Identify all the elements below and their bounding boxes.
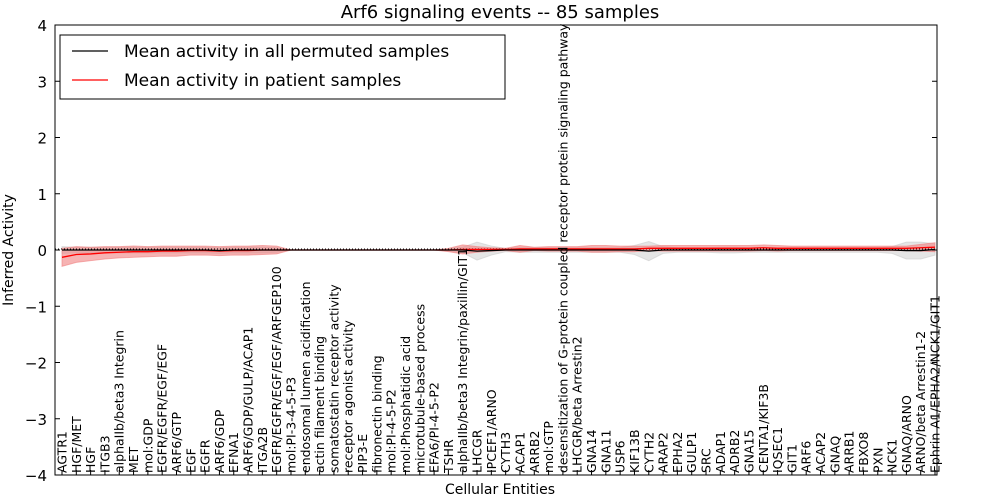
legend-label-patient: Mean activity in patient samples xyxy=(124,71,401,91)
x-tick-label: KIF13B xyxy=(627,429,642,473)
x-tick-label: GNA15 xyxy=(741,430,756,474)
x-tick-label: HGF/MET xyxy=(69,416,84,473)
x-tick-label: mol:PI-3-4-5-P3 xyxy=(283,377,298,473)
x-tick-label: EFA6/PI-4-5-P2 xyxy=(427,382,442,473)
x-tick-label: mol:Phosphatidic acid xyxy=(398,336,413,473)
x-tick-label: somatostatin receptor activity xyxy=(326,284,341,473)
x-tick-label: alphaIIb/beta3 Integrin xyxy=(112,330,127,473)
x-tick-label: NCK1 xyxy=(885,439,900,473)
x-tick-label: SRC xyxy=(699,448,714,473)
plot-frame xyxy=(54,24,938,476)
y-tick-label: 3 xyxy=(37,73,47,91)
y-tick-label: −4 xyxy=(25,467,47,485)
x-tick-label: CENTA1/KIF3B xyxy=(756,384,771,473)
x-tick-label: LHCGR/beta Arrestin2 xyxy=(570,336,585,473)
y-tick-label: 0 xyxy=(37,242,47,260)
x-tick-label: actin filament binding xyxy=(312,336,327,473)
x-tick-label: PXN xyxy=(870,448,885,473)
y-tick-label: 4 xyxy=(37,17,47,35)
x-tick-label: desensitization of G-protein coupled rec… xyxy=(555,23,570,473)
x-tick-label: TSHR xyxy=(441,439,456,474)
x-tick-label: ARRB1 xyxy=(842,431,857,473)
x-tick-label: Ephrin A1/EPHA2/NCK1/GIT1 xyxy=(928,295,943,473)
x-tick-label: ITGA2B xyxy=(255,427,270,473)
x-tick-label: GNAQ xyxy=(827,436,842,473)
x-tick-label: mol:PI-4-5-P2 xyxy=(384,389,399,473)
chart-title: Arf6 signaling events -- 85 samples xyxy=(341,2,660,23)
y-tick-label: −3 xyxy=(25,411,47,429)
x-tick-label: IPCEF1/ARNO xyxy=(484,389,499,473)
y-tick-label: −2 xyxy=(25,355,47,373)
y-tick-label: −1 xyxy=(25,298,47,316)
x-tick-label: GIT1 xyxy=(784,444,799,473)
x-tick-label: MET xyxy=(126,446,141,473)
x-tick-label: EGF xyxy=(183,448,198,473)
x-tick-label: ARNO/beta Arrestin1-2 xyxy=(913,331,928,473)
x-tick-label: ARAP2 xyxy=(656,432,671,473)
legend-box xyxy=(59,34,506,100)
y-axis-label: Inferred Activity xyxy=(1,194,17,306)
x-tick-label: ADRB2 xyxy=(727,430,742,473)
x-tick-label: endosomal lumen acidification xyxy=(298,281,313,473)
x-tick-label: CYTH3 xyxy=(498,432,513,473)
x-tick-label: ACAP1 xyxy=(512,432,527,473)
x-tick-label: USP6 xyxy=(613,440,628,473)
x-tick-label: ACAP2 xyxy=(813,432,828,473)
x-tick-label: receptor agonist activity xyxy=(341,320,356,473)
x-tick-label: ITGB3 xyxy=(97,435,112,473)
x-tick-label: ARRB2 xyxy=(527,431,542,473)
x-tick-label: ARF6/GDP xyxy=(212,409,227,473)
y-tick-label: 2 xyxy=(37,130,47,148)
x-tick-label: ADAP1 xyxy=(713,431,728,473)
x-tick-label: GULP1 xyxy=(684,432,699,473)
x-tick-label: GNA14 xyxy=(584,429,599,473)
x-tick-label: EGFR/EGFR/EGF/EGF/ARFGEP100 xyxy=(269,266,284,473)
x-tick-label: IQSEC1 xyxy=(770,427,785,473)
x-tick-label: mol:GTP xyxy=(541,421,556,473)
x-tick-label: GNAQ/ARNO xyxy=(899,395,914,473)
x-tick-label: ARF6/GTP xyxy=(169,412,184,473)
x-tick-label: PIP3-E xyxy=(355,434,370,473)
x-tick-label: LHCGR xyxy=(470,429,485,473)
x-tick-label: ARF6 xyxy=(799,441,814,473)
band-series-1 xyxy=(61,242,936,267)
line-series-0 xyxy=(62,248,936,252)
x-tick-label: GNA11 xyxy=(598,430,613,474)
x-axis-label: Cellular Entities xyxy=(445,482,555,498)
x-tick-label: fibronectin binding xyxy=(369,355,384,473)
x-tick-label: CYTH2 xyxy=(641,432,656,473)
x-tick-label: EPHA2 xyxy=(670,432,685,473)
x-tick-label: ARF6/GDP/GULP/ACAP1 xyxy=(241,327,256,473)
x-tick-label: alphaIIb/beta3 Integrin/paxillin/GIT1 xyxy=(455,248,470,473)
x-tick-label: EGFR/EGFR/EGF/EGF xyxy=(155,344,170,473)
x-tick-label: EGFR xyxy=(198,439,213,473)
x-tick-label: AGTR1 xyxy=(55,431,70,473)
x-tick-label: mol:GDP xyxy=(140,418,155,473)
y-tick-label: 1 xyxy=(37,186,47,204)
legend-label-permuted: Mean activity in all permuted samples xyxy=(124,42,449,62)
x-tick-label: HGF xyxy=(83,447,98,473)
legend: Mean activity in all permuted samples Me… xyxy=(59,34,506,100)
x-tick-label: FBXO8 xyxy=(856,432,871,473)
x-tick-label: EFNA1 xyxy=(226,432,241,473)
x-tick-label: microtubule-based process xyxy=(412,304,427,473)
